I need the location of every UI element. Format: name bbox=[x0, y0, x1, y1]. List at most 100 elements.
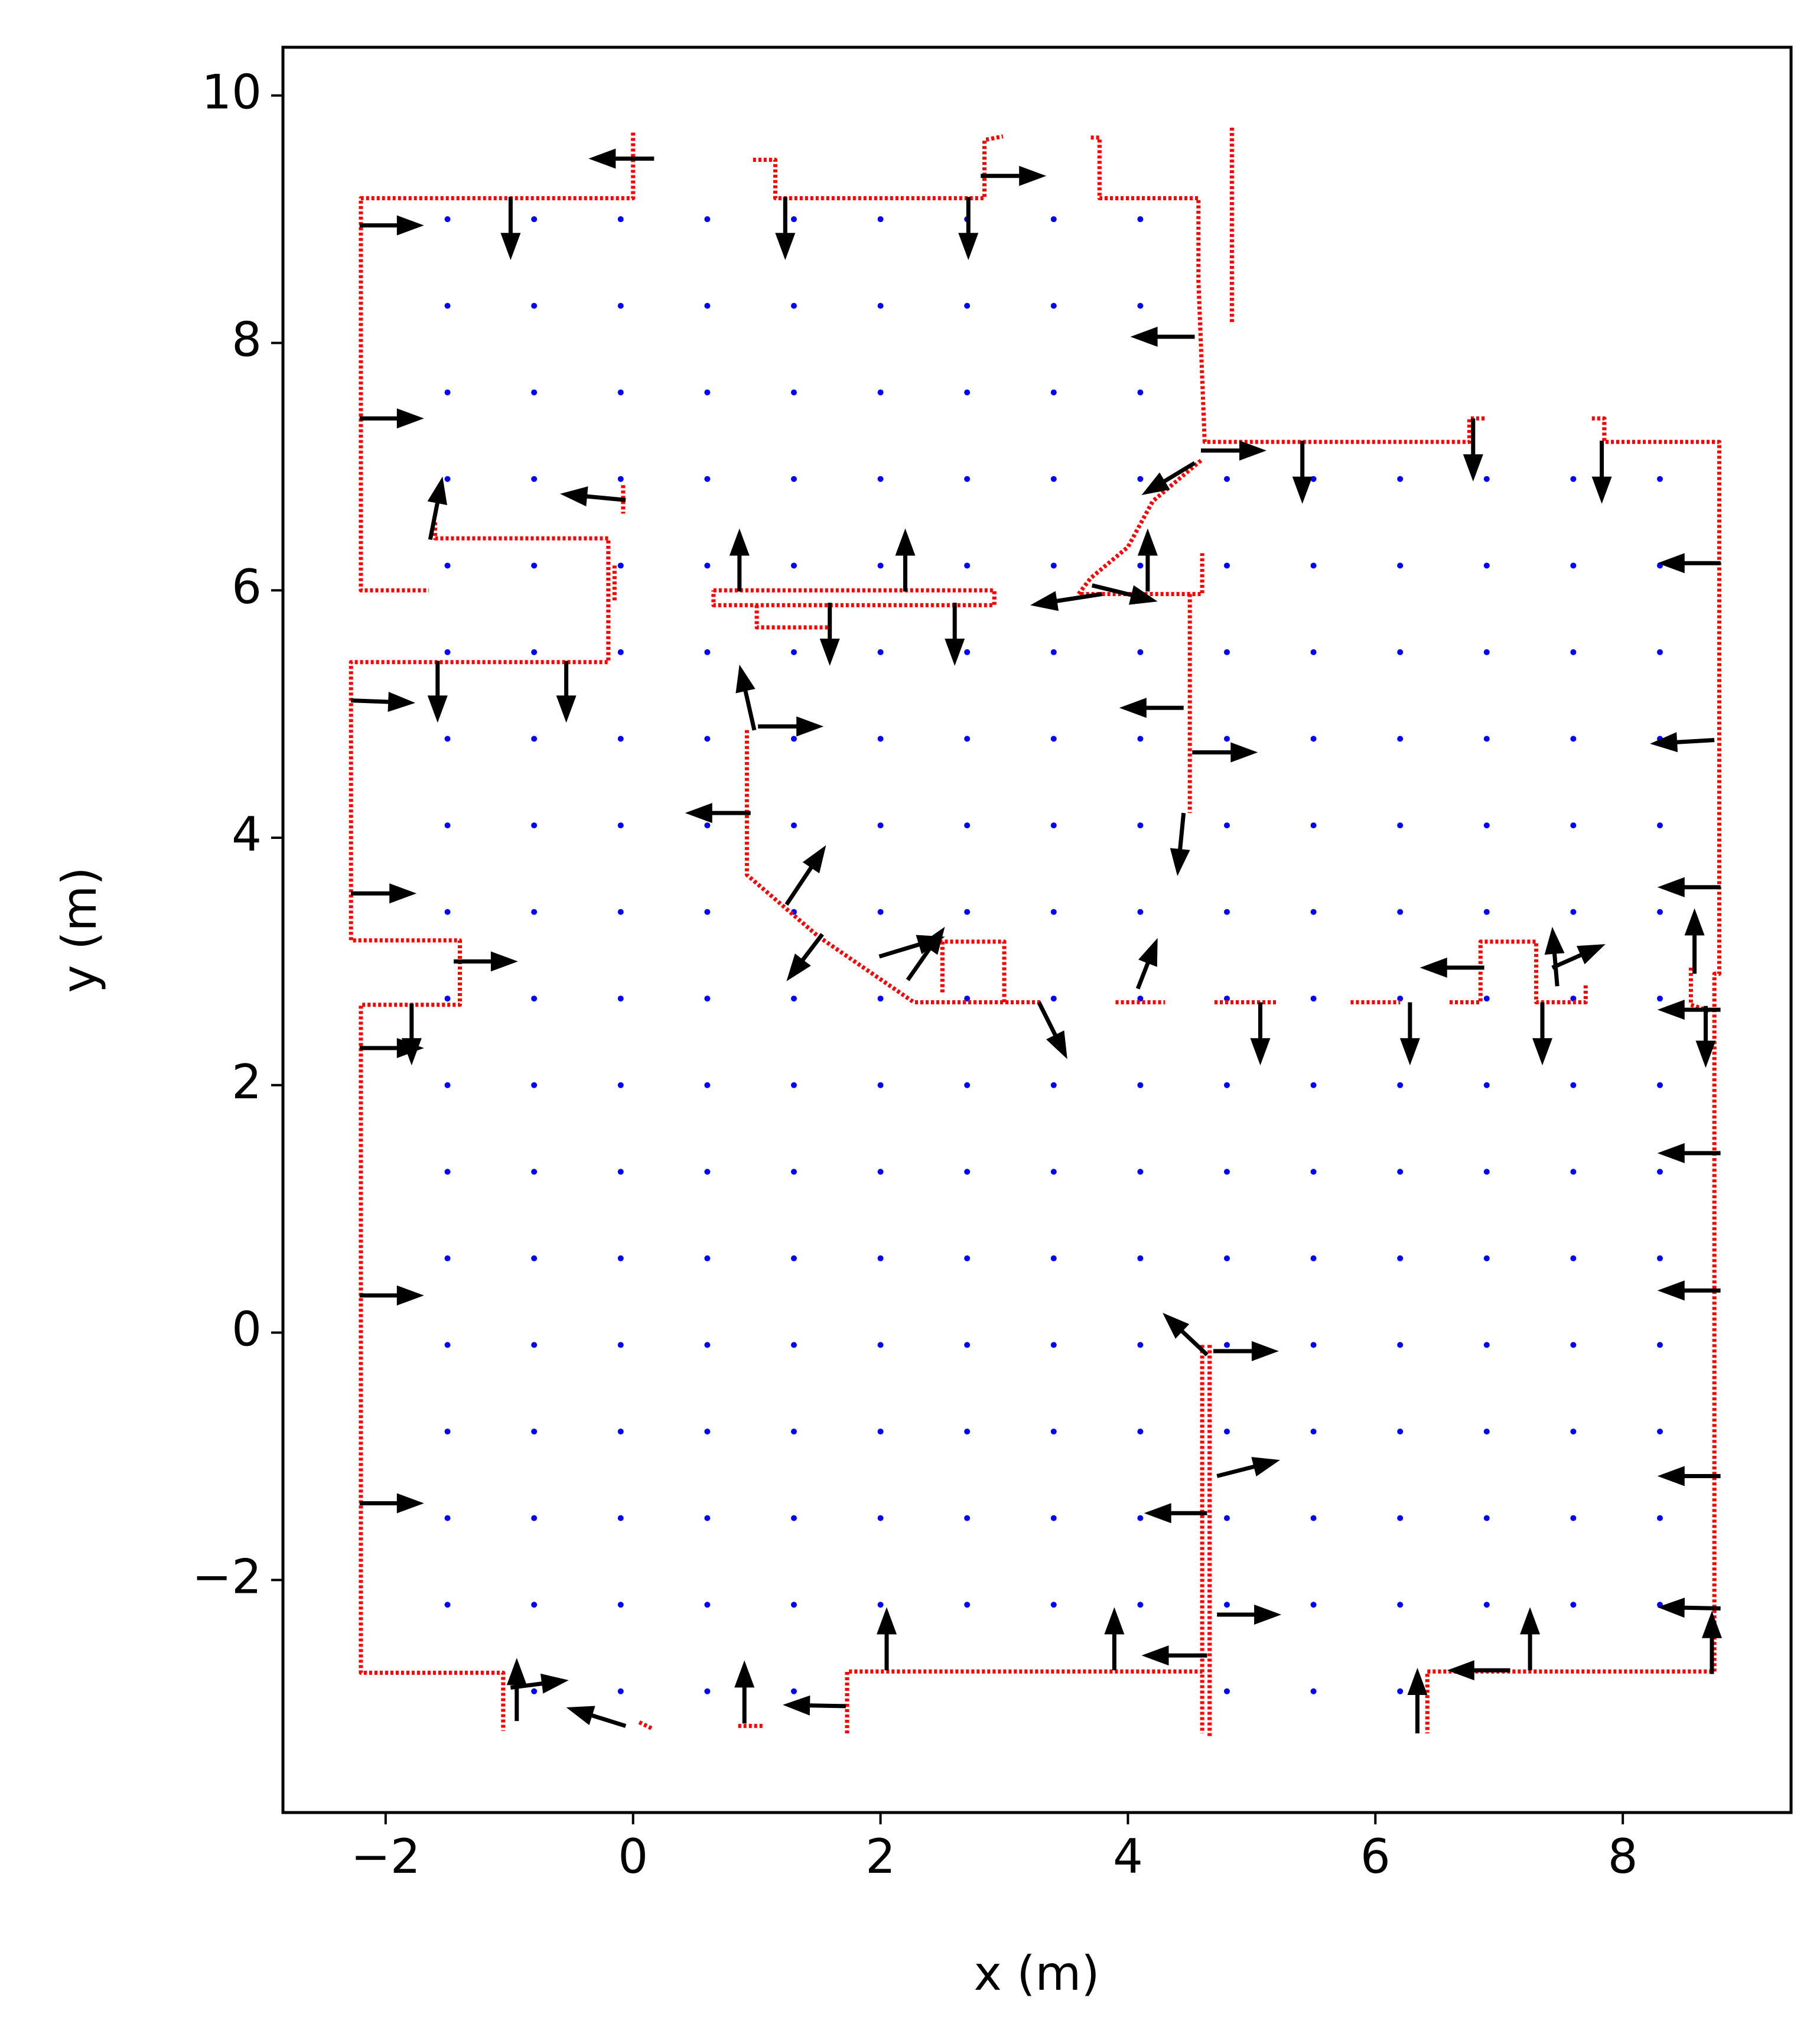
grid-point bbox=[531, 1429, 538, 1435]
arrow bbox=[1292, 440, 1313, 504]
grid-point bbox=[877, 1429, 884, 1435]
arrow bbox=[359, 1493, 424, 1514]
grid-point bbox=[704, 302, 711, 309]
grid-point bbox=[704, 1429, 711, 1435]
arrow bbox=[1657, 553, 1721, 574]
grid-point bbox=[1483, 995, 1490, 1002]
grid-point bbox=[1223, 1082, 1230, 1088]
grid-point bbox=[1397, 1169, 1404, 1175]
grid-point bbox=[704, 995, 711, 1002]
arrow bbox=[1657, 1280, 1721, 1301]
grid-point bbox=[877, 1342, 884, 1348]
grid-point bbox=[704, 389, 711, 396]
grid-point bbox=[704, 1515, 711, 1521]
grid-point bbox=[790, 649, 797, 655]
arrow bbox=[359, 215, 424, 236]
arrow bbox=[945, 603, 965, 666]
arrow bbox=[359, 1038, 424, 1058]
grid-point bbox=[617, 1602, 624, 1608]
grid-point bbox=[1050, 822, 1057, 829]
arrow bbox=[401, 1003, 422, 1066]
grid-point bbox=[877, 909, 884, 915]
grid-point bbox=[1570, 822, 1577, 829]
grid-point bbox=[444, 909, 451, 915]
grid-point bbox=[1050, 1515, 1057, 1521]
grid-point bbox=[1570, 736, 1577, 742]
y-tick-label: 6 bbox=[232, 559, 262, 614]
arrow bbox=[1591, 440, 1612, 504]
grid-point bbox=[790, 1602, 797, 1608]
grid-point bbox=[531, 995, 538, 1002]
grid-point bbox=[1310, 1602, 1317, 1608]
grid-point bbox=[877, 562, 884, 569]
grid-point bbox=[444, 1255, 451, 1261]
y-tick-label: 10 bbox=[201, 65, 262, 120]
arrow bbox=[454, 951, 518, 972]
arrow bbox=[1130, 327, 1195, 347]
grid-point bbox=[531, 1602, 538, 1608]
arrow bbox=[1702, 1610, 1722, 1674]
grid-point bbox=[617, 389, 624, 396]
grid-point bbox=[1050, 649, 1057, 655]
grid-point bbox=[1310, 1169, 1317, 1175]
grid-point bbox=[704, 649, 711, 655]
grid-point bbox=[964, 995, 971, 1002]
grid-point bbox=[964, 736, 971, 742]
grid-point bbox=[1310, 649, 1317, 655]
grid-point bbox=[877, 649, 884, 655]
grid-point bbox=[1397, 1688, 1404, 1694]
grid-point bbox=[1310, 1342, 1317, 1348]
grid-point bbox=[964, 649, 971, 655]
grid-point bbox=[1050, 1169, 1057, 1175]
grid-point bbox=[877, 476, 884, 482]
grid-point bbox=[1137, 1169, 1144, 1175]
grid-point bbox=[964, 1602, 971, 1608]
grid-point bbox=[531, 302, 538, 309]
arrow bbox=[351, 692, 416, 712]
grid-point bbox=[877, 1515, 884, 1521]
arrow bbox=[1657, 1466, 1721, 1486]
grid-point bbox=[444, 562, 451, 569]
grid-point bbox=[1570, 562, 1577, 569]
grid-point bbox=[1570, 1602, 1577, 1608]
grid-point bbox=[1570, 1342, 1577, 1348]
grid-point bbox=[444, 1429, 451, 1435]
grid-point bbox=[1223, 1342, 1230, 1348]
grid-point bbox=[531, 1255, 538, 1261]
grid-point bbox=[1657, 1429, 1663, 1435]
grid-point bbox=[1223, 1688, 1230, 1694]
grid-point bbox=[1050, 1342, 1057, 1348]
arrow bbox=[1419, 957, 1484, 978]
grid-point bbox=[1137, 216, 1144, 223]
grid-point bbox=[1397, 822, 1404, 829]
grid-point bbox=[1310, 995, 1317, 1002]
grid-point bbox=[877, 1255, 884, 1261]
grid-point bbox=[617, 302, 624, 309]
grid-point bbox=[1050, 1255, 1057, 1261]
grid-point bbox=[877, 1602, 884, 1608]
grid-point bbox=[531, 822, 538, 829]
grid-point bbox=[617, 1688, 624, 1694]
grid-point bbox=[444, 995, 451, 1002]
arrow bbox=[1201, 440, 1266, 461]
grid-point bbox=[1310, 562, 1317, 569]
grid-point bbox=[1483, 1082, 1490, 1088]
grid-point bbox=[1223, 1169, 1230, 1175]
grid-point bbox=[1570, 1429, 1577, 1435]
grid-point bbox=[617, 909, 624, 915]
wall-points bbox=[349, 128, 1721, 1739]
grid-point bbox=[1137, 562, 1144, 569]
grid-point bbox=[617, 995, 624, 1002]
grid-point bbox=[1397, 736, 1404, 742]
grid-point bbox=[790, 1082, 797, 1088]
arrow bbox=[1141, 1645, 1207, 1666]
grid-point bbox=[790, 476, 797, 482]
arrow bbox=[506, 1658, 527, 1722]
grid-point bbox=[1137, 1429, 1144, 1435]
grid-point bbox=[1310, 1515, 1317, 1521]
grid-point bbox=[444, 302, 451, 309]
grid-point bbox=[444, 1515, 451, 1521]
grid-point bbox=[704, 562, 711, 569]
arrow bbox=[1213, 1341, 1279, 1361]
grid-point bbox=[1050, 216, 1057, 223]
